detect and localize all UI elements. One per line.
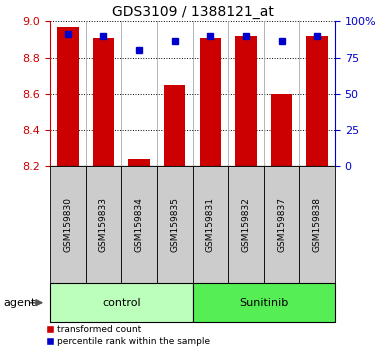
Bar <box>235 36 257 166</box>
Text: GSM159832: GSM159832 <box>241 197 250 252</box>
Text: GSM159830: GSM159830 <box>64 197 72 252</box>
Bar <box>57 27 79 166</box>
Bar <box>128 159 150 166</box>
Text: GSM159837: GSM159837 <box>277 197 286 252</box>
Text: GSM159833: GSM159833 <box>99 197 108 252</box>
Text: GSM159831: GSM159831 <box>206 197 215 252</box>
Text: GSM159838: GSM159838 <box>313 197 321 252</box>
Bar <box>271 94 292 166</box>
Text: GSM159834: GSM159834 <box>135 197 144 252</box>
Legend: transformed count, percentile rank within the sample: transformed count, percentile rank withi… <box>43 321 214 349</box>
Bar <box>93 38 114 166</box>
Text: GSM159835: GSM159835 <box>170 197 179 252</box>
Text: Sunitinib: Sunitinib <box>239 298 288 308</box>
Text: control: control <box>102 298 141 308</box>
Bar <box>199 38 221 166</box>
Bar <box>164 85 186 166</box>
Title: GDS3109 / 1388121_at: GDS3109 / 1388121_at <box>112 5 273 19</box>
Text: agent: agent <box>4 298 36 308</box>
Bar <box>306 36 328 166</box>
